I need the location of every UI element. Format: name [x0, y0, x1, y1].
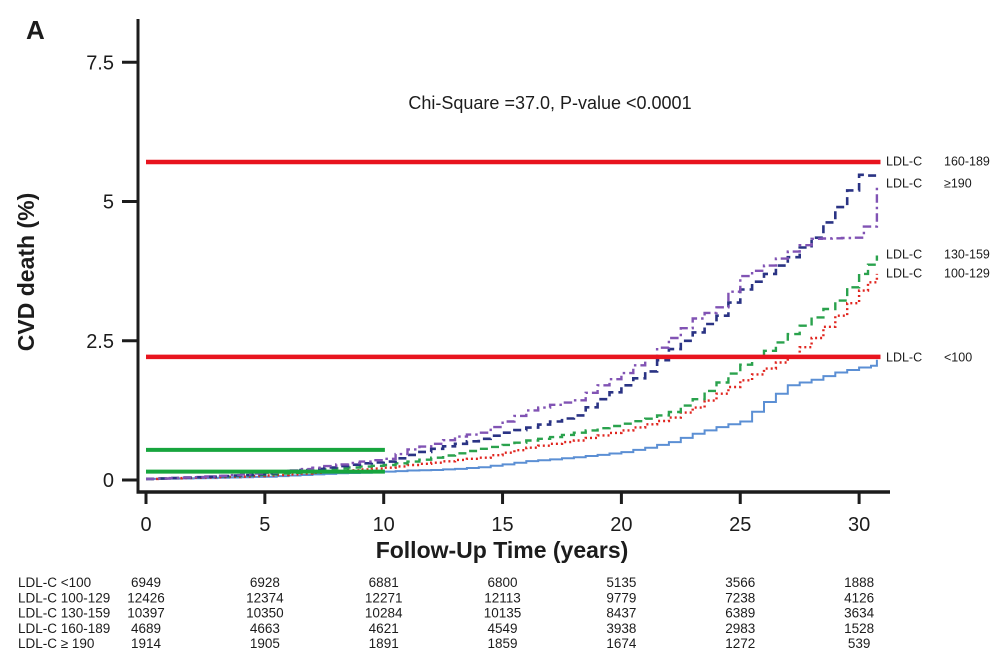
risk-table: LDL-C <100 6949 6928 6881 6800 5135 3566 1888 LD… [18, 575, 875, 651]
risk-count: 1859 [488, 636, 518, 651]
risk-count: 9779 [606, 590, 636, 605]
risk-count: 3566 [725, 575, 755, 590]
curve-end-label-190: LDL-C ≥190 [886, 177, 972, 191]
y-tick-label: 0 [103, 470, 114, 492]
x-tick-label: 25 [729, 514, 751, 536]
x-tick-label: 15 [491, 514, 513, 536]
risk-count: 539 [848, 636, 871, 651]
risk-count: 12113 [484, 590, 521, 605]
risk-count: 3938 [606, 621, 636, 636]
risk-count: 6800 [488, 575, 518, 590]
risk-count: 4126 [844, 590, 874, 605]
risk-count: 1888 [844, 575, 874, 590]
curve-end-label-100-129: LDL-C 100-129 [886, 266, 990, 280]
curve-end-labels: LDL-C 160-189 LDL-C ≥190 LDL-C 130-159 LDL-C 10… [886, 154, 990, 364]
risk-count: 1891 [369, 636, 399, 651]
x-tick-label: 0 [140, 514, 151, 536]
y-axis-title: CVD death (%) [13, 193, 39, 351]
risk-count: 4549 [488, 621, 518, 636]
x-axis-title: Follow-Up Time (years) [376, 537, 629, 563]
risk-count: 6949 [131, 575, 161, 590]
risk-count: 5135 [606, 575, 636, 590]
risk-row-label: LDL-C ≥ 190 [18, 636, 94, 651]
risk-row-label: LDL-C <100 [18, 575, 91, 590]
risk-count: 12271 [365, 590, 403, 605]
risk-count: 1905 [250, 636, 280, 651]
y-tick-label: 7.5 [86, 52, 114, 74]
risk-count: 3634 [844, 606, 875, 621]
risk-count: 4621 [369, 621, 399, 636]
risk-row-label: LDL-C 160-189 [18, 621, 110, 636]
curve-end-label-160-189: LDL-C 160-189 [886, 154, 990, 168]
curve-end-label-130-159: LDL-C 130-159 [886, 247, 990, 261]
risk-count: 12426 [127, 590, 165, 605]
y-tick-label: 2.5 [86, 331, 114, 353]
x-tick-label: 5 [259, 514, 270, 536]
risk-count: 1674 [606, 636, 637, 651]
curve-end-label-100: LDL-C <100 [886, 350, 972, 364]
risk-count: 6389 [725, 606, 755, 621]
x-axis-ticks: 0 5 10 15 20 25 30 [140, 492, 870, 536]
x-tick-label: 20 [610, 514, 632, 536]
curve-ldl-c-100 [146, 359, 878, 480]
risk-row-label: LDL-C 100-129 [18, 590, 110, 605]
y-axis-ticks: 0 2.5 5 7.5 [86, 52, 138, 492]
curves [146, 173, 879, 481]
risk-count: 7238 [725, 590, 755, 605]
risk-count: 6881 [369, 575, 399, 590]
curve-ldl-c-130-159 [146, 255, 879, 481]
risk-count: 12374 [246, 590, 284, 605]
x-tick-label: 30 [848, 514, 870, 536]
risk-count: 1528 [844, 621, 874, 636]
stat-annotation: Chi-Square =37.0, P-value <0.0001 [408, 93, 691, 113]
risk-count: 10350 [246, 606, 284, 621]
risk-count: 10284 [365, 606, 403, 621]
annotation-lines [146, 159, 881, 474]
risk-count: 10135 [484, 606, 522, 621]
risk-count: 2983 [725, 621, 755, 636]
risk-count: 4663 [250, 621, 280, 636]
risk-count: 10397 [127, 606, 165, 621]
y-tick-label: 5 [103, 192, 114, 214]
curve-ldl-c-190 [146, 184, 879, 481]
x-tick-label: 10 [373, 514, 395, 536]
risk-count: 1914 [131, 636, 162, 651]
curve-ldl-c-160-189 [146, 173, 879, 481]
risk-count: 6928 [250, 575, 280, 590]
risk-count: 4689 [131, 621, 161, 636]
panel-label: A [26, 15, 45, 45]
risk-count: 1272 [725, 636, 755, 651]
risk-row-label: LDL-C 130-159 [18, 606, 110, 621]
risk-count: 8437 [606, 606, 636, 621]
